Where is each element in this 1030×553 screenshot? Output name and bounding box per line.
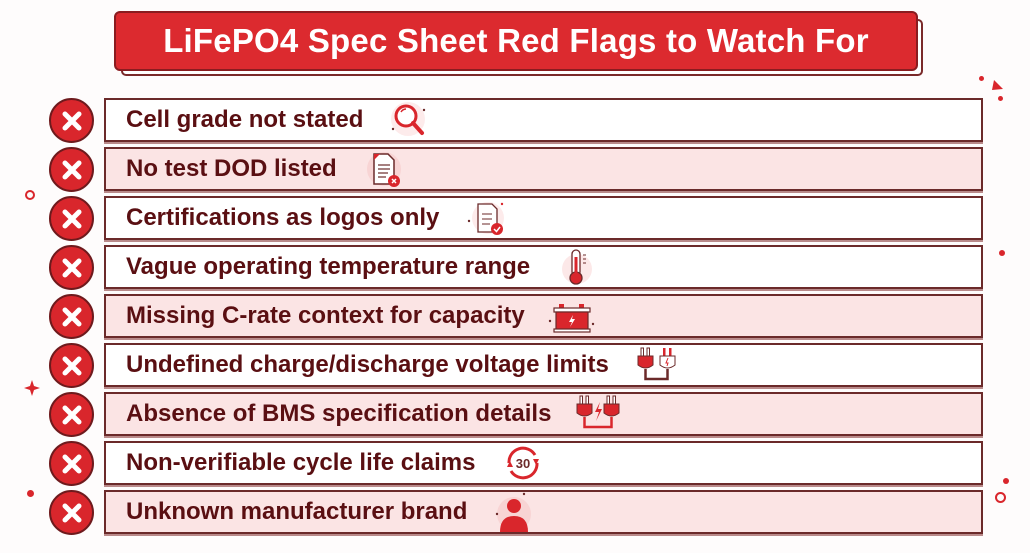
list-item: Absence of BMS specification details	[104, 392, 983, 436]
red-x-icon	[49, 98, 94, 143]
decor-dot	[1003, 478, 1009, 484]
red-x-icon	[49, 245, 94, 290]
list-item-label: Undefined charge/discharge voltage limit…	[126, 351, 609, 378]
document-x-icon	[361, 149, 407, 189]
red-x-icon	[49, 441, 94, 486]
cycle-icon-text: 30	[515, 456, 529, 471]
list-item: Certifications as logos only	[104, 196, 983, 240]
list-item: Cell grade not stated	[104, 98, 983, 142]
decor-sparkle-icon	[24, 380, 40, 401]
plugs-bolt-icon	[575, 394, 621, 434]
red-x-icon	[49, 294, 94, 339]
list-item-label: Vague operating temperature range	[126, 253, 531, 280]
red-x-icon	[49, 392, 94, 437]
red-x-icon	[49, 490, 94, 535]
list-item-label: No test DOD listed	[126, 155, 337, 182]
red-x-icon	[49, 147, 94, 192]
list-item-label: Missing C-rate context for capacity	[126, 302, 525, 329]
decor-ring	[995, 492, 1006, 503]
decor-dot	[999, 250, 1005, 256]
list-item-label: Unknown manufacturer brand	[126, 498, 468, 525]
thermometer-icon	[554, 247, 600, 287]
document-check-icon	[463, 198, 509, 238]
list-item: Unknown manufacturer brand	[104, 490, 983, 534]
list-item-label: Certifications as logos only	[126, 204, 440, 231]
decor-dot	[979, 76, 984, 81]
list-item: No test DOD listed	[104, 147, 983, 191]
decor-dot	[27, 490, 34, 497]
decor-triangle-icon	[992, 78, 1004, 96]
plugs-icon	[633, 345, 679, 385]
battery-icon	[548, 296, 595, 336]
list-item-label: Cell grade not stated	[126, 106, 364, 133]
list-item: Missing C-rate context for capacity	[104, 294, 983, 338]
list-item-label: Non-verifiable cycle life claims	[126, 449, 476, 476]
page-title: LiFePO4 Spec Sheet Red Flags to Watch Fo…	[114, 11, 918, 71]
cycle-30-icon: 30	[500, 443, 546, 483]
user-icon	[491, 492, 537, 532]
decor-ring	[25, 190, 35, 200]
list-item: Vague operating temperature range	[104, 245, 983, 289]
magnifier-icon	[387, 100, 433, 140]
list-item: Undefined charge/discharge voltage limit…	[104, 343, 983, 387]
red-x-icon	[49, 343, 94, 388]
list-item: Non-verifiable cycle life claims 30	[104, 441, 983, 485]
list-item-label: Absence of BMS specification details	[126, 400, 552, 427]
red-x-icon	[49, 196, 94, 241]
decor-dot	[998, 96, 1003, 101]
